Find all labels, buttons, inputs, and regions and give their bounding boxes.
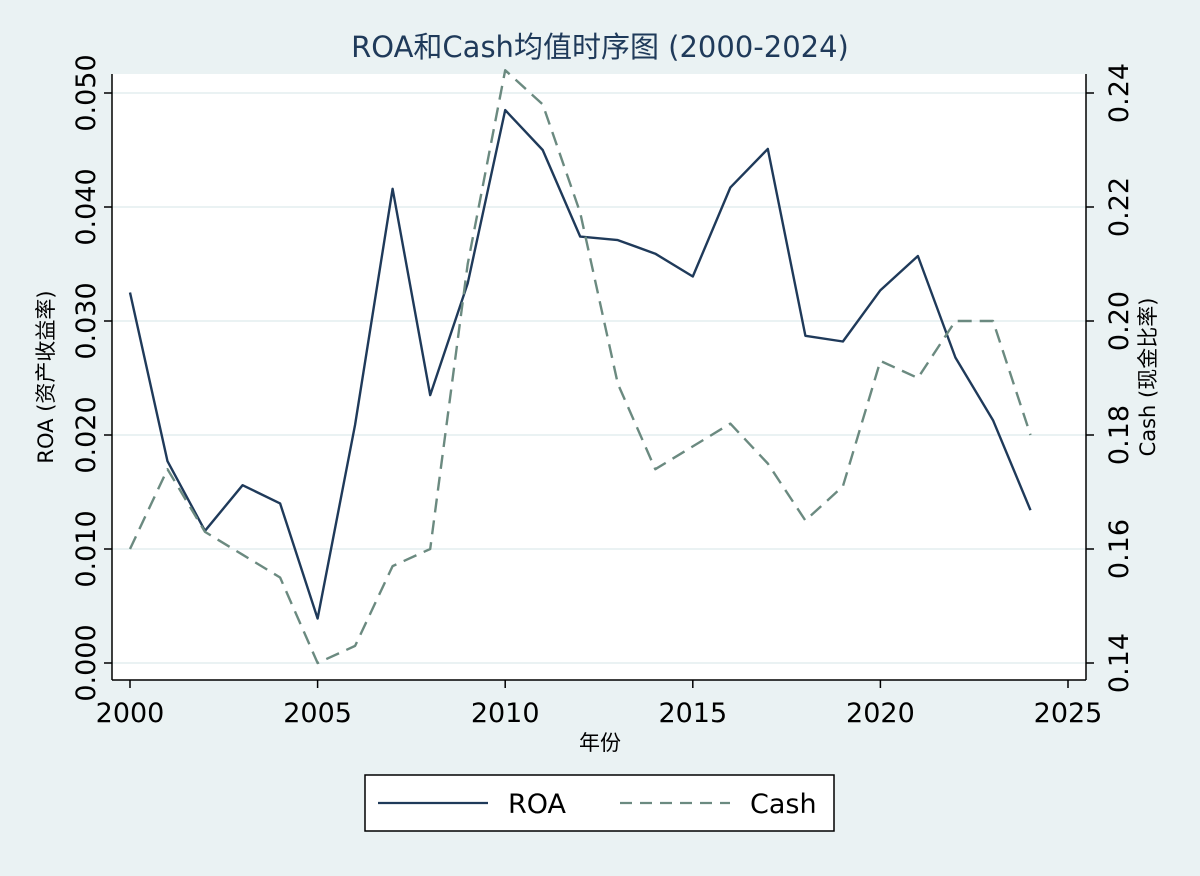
x-tick-label: 2015	[658, 698, 727, 729]
series-lines	[128, 68, 1032, 665]
series-line-cash	[128, 68, 1032, 665]
plot-area	[112, 74, 1086, 680]
x-axis-label: 年份	[579, 731, 621, 755]
y-left-tick-label: 0.010	[71, 510, 102, 587]
x-tick-label: 2025	[1034, 698, 1103, 729]
chart-title: ROA和Cash均值时序图 (2000-2024)	[351, 30, 849, 64]
legend-label-roa: ROA	[508, 789, 567, 820]
legend: ROA Cash	[364, 774, 835, 832]
y-left-tick-label: 0.020	[71, 396, 102, 473]
y-right-tick-label: 0.14	[1104, 633, 1135, 693]
y-right-tick-label: 0.22	[1104, 177, 1135, 237]
y-right-tick-label: 0.16	[1104, 519, 1135, 579]
y-left-tick-label: 0.000	[71, 624, 102, 701]
tick-marks	[104, 92, 1094, 688]
tick-labels: 0.000 0.010 0.020 0.030 0.040 0.050 0.14 0.16 0.…	[71, 54, 1135, 729]
y-right-tick-label: 0.24	[1104, 63, 1135, 123]
y-left-tick-label: 0.050	[71, 54, 102, 131]
y-left-tick-label: 0.040	[71, 168, 102, 245]
x-tick-label: 2000	[96, 698, 165, 729]
y-right-tick-label: 0.18	[1104, 405, 1135, 465]
gridlines	[112, 92, 1086, 664]
y-axis-right-label: Cash (现金比率)	[1136, 298, 1160, 457]
y-left-tick-label: 0.030	[71, 282, 102, 359]
x-tick-label: 2010	[471, 698, 540, 729]
y-right-tick-label: 0.20	[1104, 291, 1135, 351]
series-line-roa	[128, 108, 1032, 620]
legend-label-cash: Cash	[750, 789, 817, 820]
x-tick-label: 2005	[283, 698, 352, 729]
x-tick-label: 2020	[846, 698, 915, 729]
y-axis-left-label: ROA (资产收益率)	[34, 290, 58, 463]
